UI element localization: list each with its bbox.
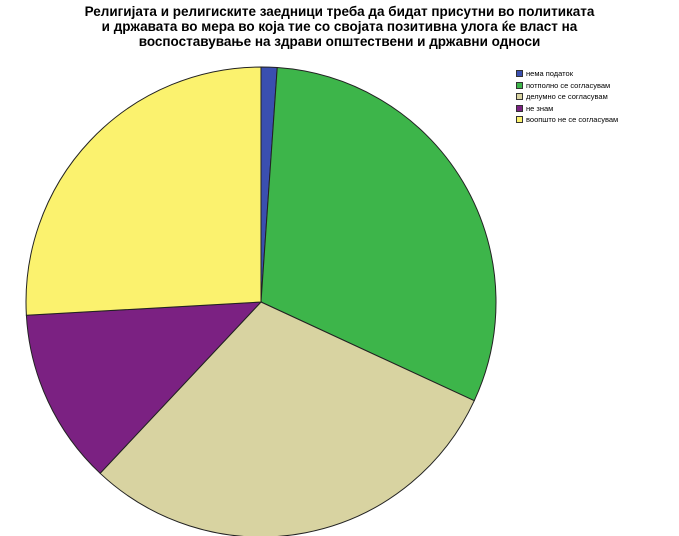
legend-swatch	[516, 70, 523, 78]
legend-label: воопшто не се согласувам	[526, 115, 619, 125]
legend-label: делумно се согласувам	[526, 92, 608, 102]
legend-item: нема податок	[516, 68, 618, 80]
legend-label: нема податок	[526, 69, 573, 79]
legend-item: воопшто не се согласувам	[516, 114, 618, 126]
legend-swatch	[516, 93, 523, 101]
chart-title-line-3: воспоставување на здрави општествени и д…	[138, 34, 541, 49]
pie-slice-4	[25, 66, 262, 316]
legend-swatch	[516, 81, 523, 89]
legend-item: потполно се согласувам	[516, 80, 618, 92]
chart-title: Религијата и религиските заедници треба …	[0, 4, 679, 49]
legend-label: не знам	[526, 103, 554, 113]
chart-title-line-2: и државата во мера во која тие со својат…	[101, 19, 578, 34]
legend-item: не знам	[516, 103, 618, 115]
legend-item: делумно се согласувам	[516, 91, 618, 103]
pie-slice-3	[25, 301, 263, 475]
legend: нема податок потполно се согласувам делу…	[516, 68, 618, 126]
pie-slice-1	[260, 67, 497, 402]
legend-swatch	[516, 116, 523, 124]
legend-swatch	[516, 104, 523, 112]
pie-slice-2	[99, 301, 475, 536]
chart-title-line-1: Религијата и религиските заедници треба …	[84, 4, 595, 19]
legend-label: потполно се согласувам	[526, 80, 611, 90]
